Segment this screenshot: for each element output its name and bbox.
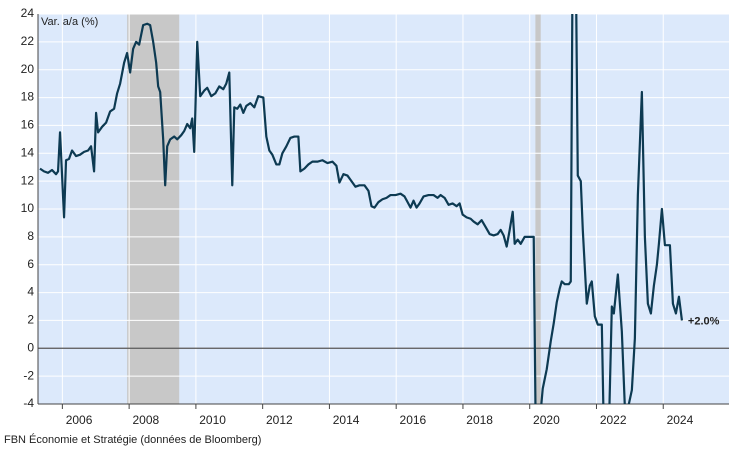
y-tick-label: 16: [21, 118, 35, 132]
end-annotation: +2.0%: [688, 315, 720, 327]
y-tick-label: 22: [21, 34, 35, 48]
y-tick-label: 24: [21, 6, 35, 20]
x-tick-label: 2010: [199, 413, 226, 427]
x-tick-label: 2012: [266, 413, 293, 427]
y-tick-label: 0: [27, 340, 34, 354]
source: FBN Économie et Stratégie (données de Bl…: [4, 433, 261, 446]
y-tick-label: 18: [21, 90, 35, 104]
series-line: [39, 14, 684, 404]
y-tick-label: 2: [27, 313, 34, 327]
y-tick-label: -4: [23, 396, 34, 410]
y-tick-label: 6: [27, 257, 34, 271]
x-tick-label: 2016: [400, 413, 427, 427]
x-tick-label: 2018: [466, 413, 493, 427]
y-tick-label: 10: [21, 201, 35, 215]
x-tick-label: 2024: [667, 413, 694, 427]
x-tick-label: 2006: [66, 413, 93, 427]
y-axis-label: Var. a/a (%): [41, 16, 98, 28]
y-tick-label: 4: [27, 285, 34, 299]
x-tick-label: 2014: [333, 413, 360, 427]
y-tick-label: -2: [23, 368, 34, 382]
x-tick-label: 2022: [600, 413, 627, 427]
x-tick-label: 2008: [132, 413, 159, 427]
y-tick-label: 14: [21, 145, 35, 159]
x-tick-label: 2020: [533, 413, 560, 427]
y-tick-label: 8: [27, 229, 34, 243]
grid: [38, 13, 729, 405]
y-tick-label: 12: [21, 173, 35, 187]
y-tick-label: 20: [21, 62, 35, 76]
